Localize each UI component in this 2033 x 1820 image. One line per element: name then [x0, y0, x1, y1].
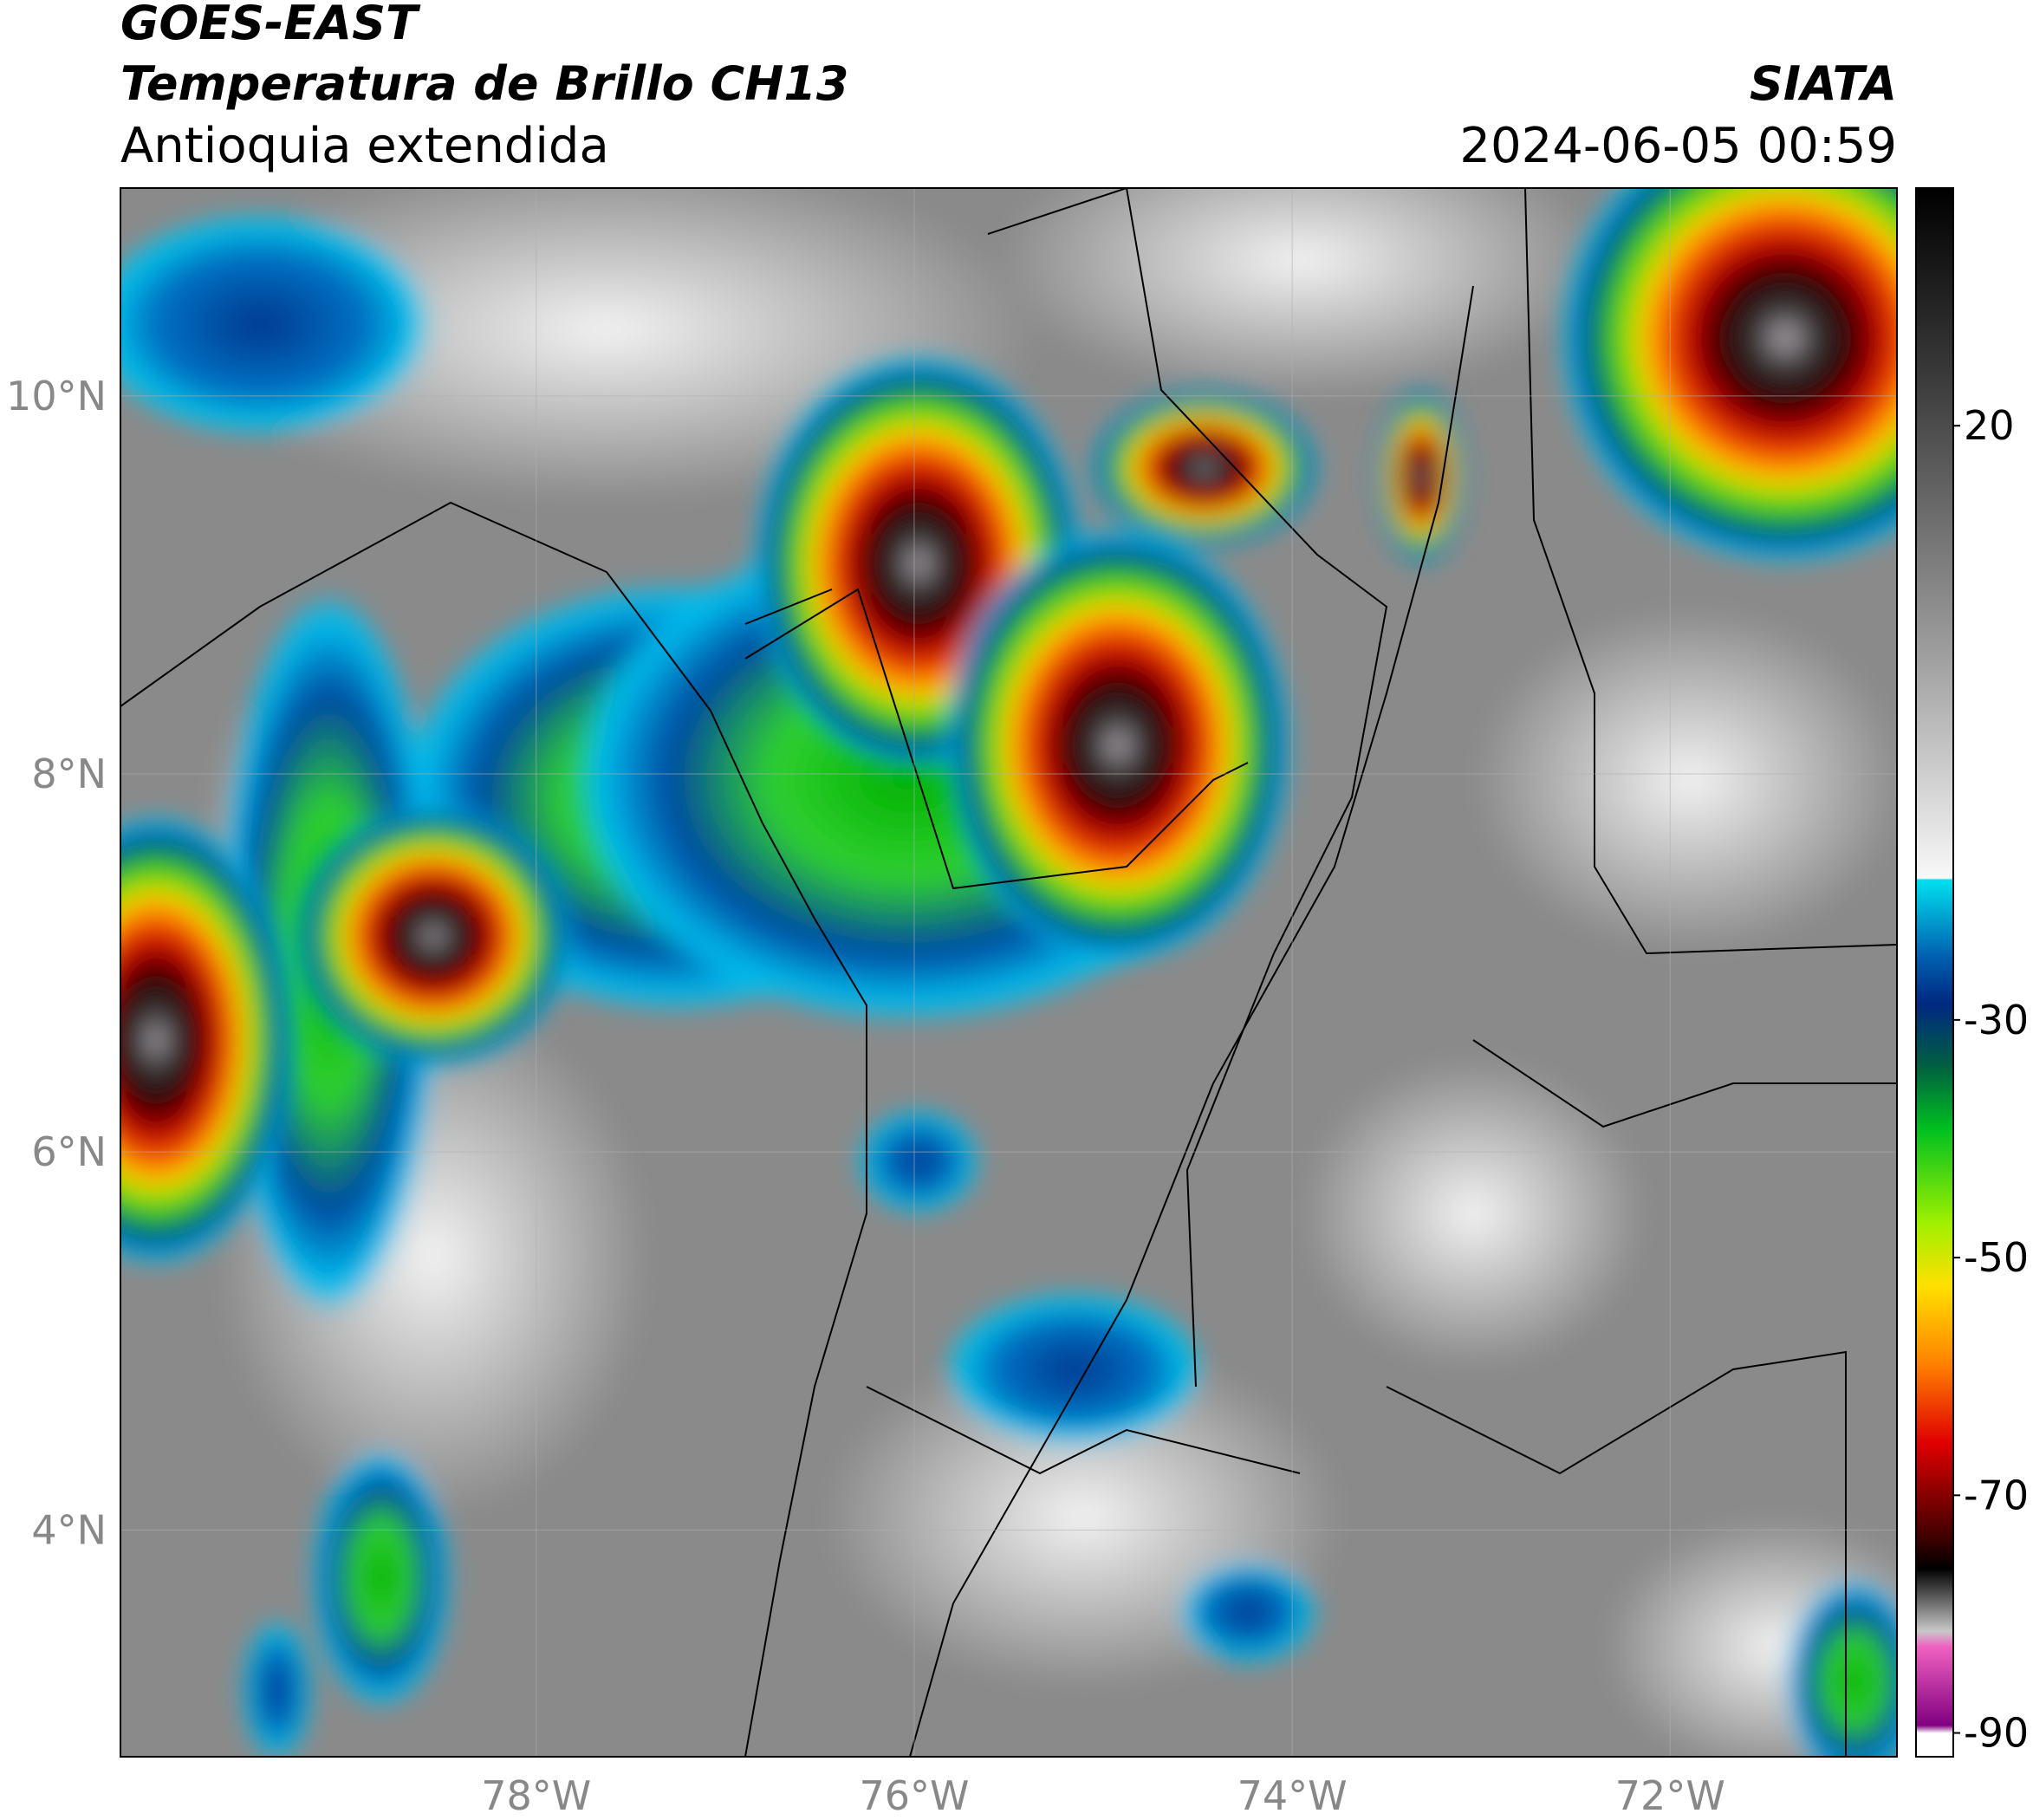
x-tick-label: 72°W: [1615, 1772, 1725, 1819]
border: [744, 588, 1249, 890]
colorbar: [1915, 187, 1954, 1758]
colorbar-tick-label: -70: [1964, 1472, 2029, 1518]
cloud-region: [1179, 1560, 1317, 1664]
cloud-region: [1785, 1577, 1897, 1757]
cloud-region: [1473, 607, 1897, 953]
cloud-region: [295, 806, 572, 1066]
colorbar-tick-label: -50: [1964, 1234, 2029, 1281]
border: [909, 285, 1474, 1757]
x-tick-label: 78°W: [481, 1772, 591, 1819]
region: Antioquia extendida: [120, 118, 609, 174]
title: GOES-EAST: [120, 0, 421, 50]
grid: [120, 188, 1897, 1757]
cloud-region: [1300, 1057, 1647, 1369]
cloud-region: [945, 1291, 1205, 1447]
colorbar-tick-label: -30: [1964, 997, 2029, 1043]
colorbar-tick-label: 20: [1964, 402, 2015, 449]
satellite-image: [120, 188, 1897, 1757]
border: [1386, 1039, 1897, 1757]
x-tick-label: 76°W: [859, 1772, 969, 1819]
datetime: 2024-06-05 00:59: [1459, 118, 1897, 174]
cloud-region: [858, 1109, 979, 1213]
y-tick-label: 6°N: [31, 1128, 107, 1175]
cloud-region: [1092, 390, 1317, 546]
y-tick-label: 8°N: [31, 751, 107, 797]
y-tick-label: 4°N: [31, 1506, 107, 1553]
borders: [120, 188, 1897, 1757]
convective-cells: [120, 188, 1897, 1265]
border: [1524, 188, 1897, 955]
border: [120, 501, 867, 1757]
cloud-region: [945, 529, 1291, 962]
cloud-region: [1560, 188, 1897, 563]
border: [987, 188, 1388, 1388]
subtitle: Temperatura de Brillo CH13: [120, 56, 849, 111]
cloud-region: [997, 188, 1603, 399]
y-tick-label: 10°N: [6, 373, 107, 419]
colorbar-tick-label: -90: [1964, 1710, 2029, 1757]
border: [744, 588, 1301, 1475]
map-frame: [120, 187, 1898, 1758]
cloud-region: [120, 815, 295, 1265]
cloud-region: [120, 211, 433, 437]
cloud-region: [312, 1447, 451, 1707]
cloud-region: [243, 1621, 312, 1757]
cloud-region: [1378, 390, 1465, 563]
source: SIATA: [1750, 56, 1897, 111]
x-tick-label: 74°W: [1237, 1772, 1348, 1819]
